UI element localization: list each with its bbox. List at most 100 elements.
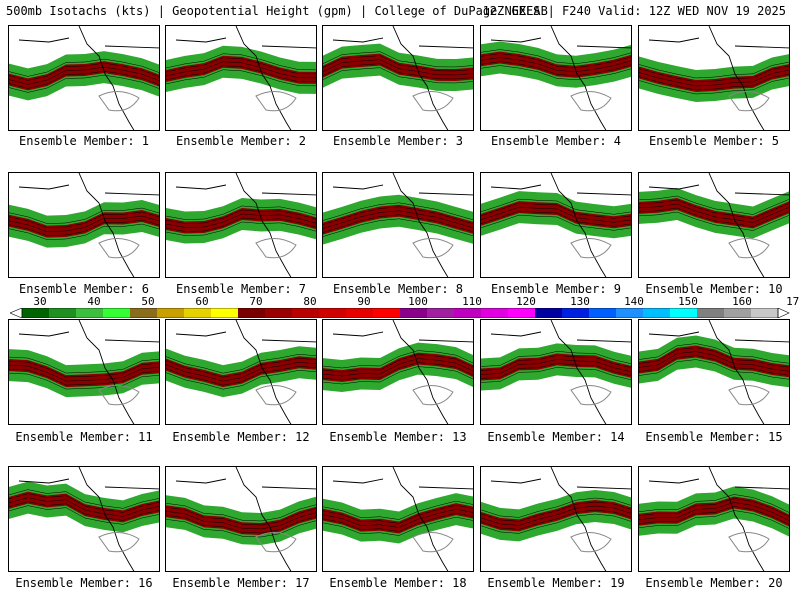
height-contour <box>639 69 789 87</box>
map-render <box>639 26 789 130</box>
height-contour <box>323 63 473 80</box>
colorbar-swatches <box>10 308 790 318</box>
ensemble-member-label: Ensemble Member: 8 <box>332 282 464 296</box>
height-contour <box>323 500 473 520</box>
height-contour <box>9 497 159 517</box>
ensemble-map-panel <box>165 319 317 425</box>
ensemble-map-panel <box>8 319 160 425</box>
ensemble-map-panel <box>322 466 474 572</box>
ensemble-map-panel <box>165 466 317 572</box>
map-title: 500mb Isotachs (kts) | Geopotential Heig… <box>4 3 796 19</box>
colorbar-swatch <box>238 308 266 318</box>
height-contour <box>9 215 159 232</box>
height-contour <box>639 199 789 219</box>
height-contour <box>9 356 159 374</box>
height-contour <box>9 360 159 378</box>
colorbar-tick-label: 60 <box>195 295 209 308</box>
height-contour <box>166 205 316 220</box>
height-contour <box>639 506 789 525</box>
height-contour <box>166 370 316 390</box>
height-contour <box>166 221 316 236</box>
coastline <box>648 26 789 130</box>
colorbar-swatch <box>697 308 725 318</box>
height-contour <box>166 358 316 378</box>
map-render <box>639 173 789 277</box>
isotach-fill-80kt <box>639 64 789 92</box>
height-contour <box>323 218 473 237</box>
height-contour <box>481 57 631 72</box>
coastline <box>648 173 789 277</box>
height-contour <box>481 61 631 76</box>
height-contour-grey <box>728 91 770 112</box>
coastline <box>332 467 473 571</box>
ensemble-member-label: Ensemble Member: 13 <box>329 430 467 444</box>
coastline <box>175 173 316 277</box>
ensemble-map-panel <box>638 319 790 425</box>
colorbar-tick-label: 120 <box>516 295 536 308</box>
colorbar-tick-label: 140 <box>624 295 644 308</box>
height-contour <box>166 519 316 538</box>
height-contour <box>323 210 473 229</box>
height-contour <box>481 501 631 522</box>
colorbar-swatch <box>427 308 455 318</box>
height-contour <box>9 505 159 525</box>
height-contour <box>639 502 789 521</box>
ensemble-map-panel <box>322 172 474 278</box>
ensemble-map-panel <box>8 466 160 572</box>
colorbar-swatch <box>400 308 428 318</box>
colorbar-swatch <box>292 308 320 318</box>
height-contour-grey <box>255 238 297 259</box>
colorbar-swatch <box>346 308 374 318</box>
ensemble-map-panel <box>638 466 790 572</box>
ensemble-member-label: Ensemble Member: 18 <box>329 576 467 590</box>
height-contour <box>639 351 789 372</box>
height-contour <box>9 62 159 81</box>
colorbar-tick-label: 40 <box>87 295 101 308</box>
height-contour <box>639 65 789 83</box>
coastline <box>332 320 473 424</box>
colorbar-swatch <box>373 308 401 318</box>
height-contour <box>481 505 631 526</box>
ensemble-member-label: Ensemble Member: 9 <box>490 282 622 296</box>
colorbar-right-arrow <box>777 308 790 318</box>
ensemble-map-panel <box>8 25 160 131</box>
height-contour <box>166 57 316 75</box>
colorbar-swatch <box>616 308 644 318</box>
colorbar-tick-label: 150 <box>678 295 698 308</box>
height-contour-grey <box>412 91 454 112</box>
colorbar-swatch <box>643 308 671 318</box>
isotach-fill-30kt <box>9 349 159 398</box>
ensemble-map-panel <box>638 172 790 278</box>
coastline <box>648 467 789 571</box>
height-contour <box>481 202 631 219</box>
ensemble-map-panel <box>638 25 790 131</box>
isotach-fill-30kt <box>166 346 316 398</box>
height-contour <box>166 511 316 530</box>
height-contour <box>9 70 159 89</box>
height-contour <box>166 217 316 232</box>
ensemble-map-panel <box>322 25 474 131</box>
height-contour <box>9 219 159 236</box>
ensemble-member-label: Ensemble Member: 4 <box>490 134 622 148</box>
height-contour <box>481 351 631 367</box>
isotach-fill-80kt <box>639 345 789 378</box>
colorbar-swatch <box>157 308 185 318</box>
height-contour <box>481 367 631 383</box>
height-contour-grey <box>98 238 140 259</box>
height-contour-grey <box>412 238 454 259</box>
isotach-fill-80kt <box>481 353 631 381</box>
isotach-fill-80kt <box>639 496 789 527</box>
height-contour <box>481 198 631 215</box>
isotach-fill-80kt <box>323 503 473 534</box>
height-contour <box>639 494 789 513</box>
colorbar-swatch <box>22 308 50 318</box>
colorbar-tick-label: 90 <box>357 295 371 308</box>
ensemble-map-panel <box>480 466 632 572</box>
coastline <box>490 320 631 424</box>
height-contour <box>481 214 631 231</box>
ensemble-map-panel <box>480 319 632 425</box>
height-contour <box>166 53 316 71</box>
height-contour <box>323 354 473 373</box>
height-contour <box>323 358 473 377</box>
map-render <box>323 467 473 571</box>
